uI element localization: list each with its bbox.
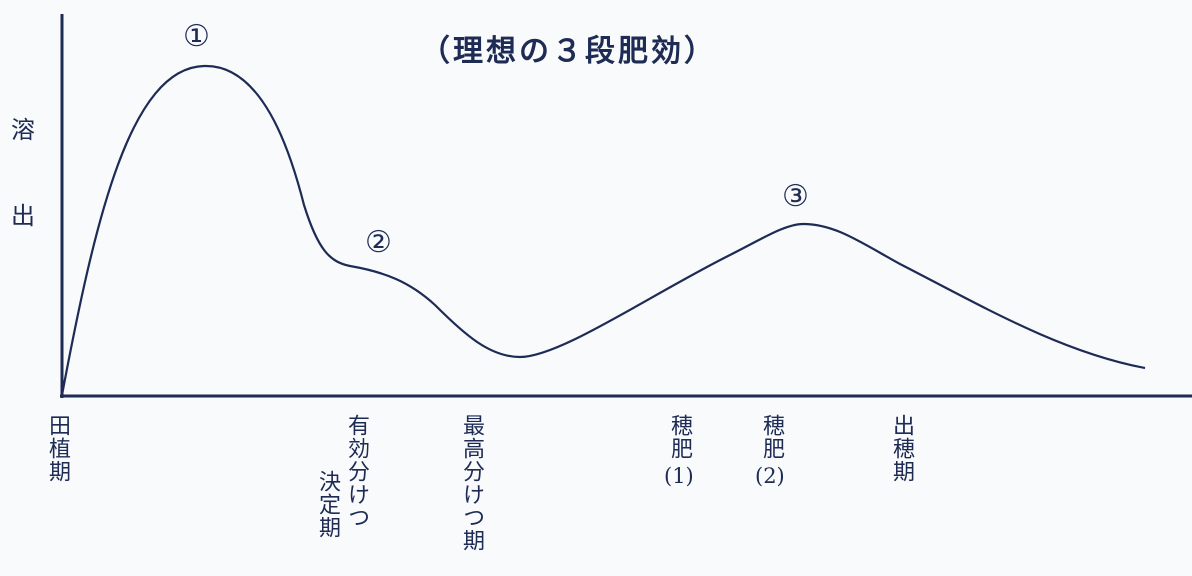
fertilizer-release-curve xyxy=(60,64,1146,396)
peak-marker-1: ① xyxy=(183,19,210,54)
x-label-yuko-line2: 決定期 xyxy=(315,470,340,539)
x-label-taue: 田植期 xyxy=(45,414,70,483)
x-label-yuko-line1: 有効分けつ xyxy=(344,414,369,529)
x-label-hogoe1-num: (1) xyxy=(664,464,694,488)
y-axis-label-char-1: 溶 xyxy=(11,116,35,144)
x-label-hogoe2-num: (2) xyxy=(755,464,785,488)
chart-title: （理想の３段肥効） xyxy=(420,34,717,69)
peak-marker-3: ③ xyxy=(782,179,809,214)
x-label-shussui: 出穂期 xyxy=(889,414,914,483)
x-label-hogoe2: 穂肥 xyxy=(759,414,784,460)
x-label-hogoe1: 穂肥 xyxy=(667,414,692,460)
y-axis-label-char-2: 出 xyxy=(11,202,35,230)
x-label-saiko: 最高分けつ期 xyxy=(459,414,484,552)
peak-marker-2: ② xyxy=(365,225,392,260)
